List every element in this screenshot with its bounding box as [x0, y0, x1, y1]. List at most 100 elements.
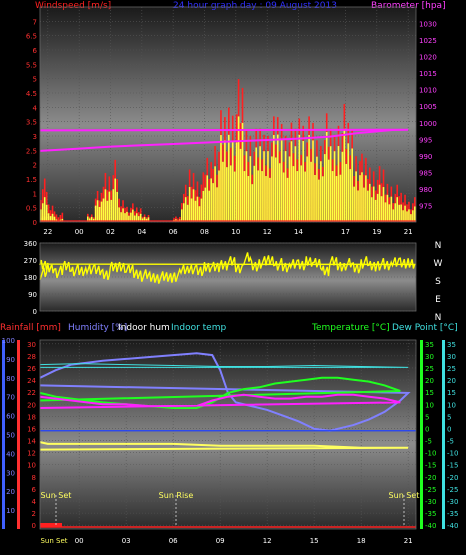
- gust-bar: [45, 204, 48, 222]
- gust-bar: [184, 197, 187, 222]
- gust-bar: [347, 143, 350, 222]
- temp-y-tick: 35: [425, 341, 434, 349]
- panel3-indoor-hum-label: Indoor hum: [118, 323, 170, 333]
- gust-bar: [312, 140, 314, 222]
- gust-bar: [40, 217, 42, 222]
- gust-bar: [241, 122, 244, 222]
- gust-bar: [323, 154, 326, 222]
- gust-bar: [339, 174, 342, 222]
- panel1-ylabel: Windspeed [m/s]: [35, 1, 111, 11]
- gust-bar: [239, 148, 242, 222]
- wind-direction-line: [39, 252, 416, 284]
- gust-bar: [308, 135, 310, 222]
- gust-bar: [188, 187, 191, 222]
- gust-bar: [278, 163, 281, 222]
- panel1-y2-tick: 990: [419, 153, 432, 161]
- panel1-y2-tick: 1015: [419, 70, 437, 78]
- gust-bar: [104, 189, 107, 222]
- gust-bar: [410, 214, 412, 222]
- panel1-y2-tick: 985: [419, 169, 432, 177]
- panel1-y-tick: 5: [33, 76, 37, 84]
- gust-bar: [210, 178, 212, 222]
- gust-bar: [355, 171, 357, 222]
- rain-y-tick: 2: [32, 510, 36, 518]
- panel1-y2-tick: 975: [419, 202, 432, 210]
- gust-bar: [394, 203, 397, 222]
- rain-y-tick: 22: [27, 389, 36, 397]
- panel2-y-tick: 360: [24, 240, 37, 248]
- panel1-x-tick: 10: [231, 228, 240, 236]
- dew-y-tick: 35: [447, 341, 456, 349]
- gust-bar: [400, 204, 402, 222]
- panel3-x-tick: 00: [75, 537, 84, 545]
- temp-y-tick: 10: [425, 401, 434, 409]
- gust-bar: [147, 217, 150, 222]
- gust-bar: [369, 183, 371, 222]
- dew-y-tick: 25: [447, 365, 456, 373]
- gust-bar: [134, 215, 136, 222]
- gust-bar: [247, 176, 250, 222]
- gust-bar: [304, 171, 306, 222]
- gust-bar: [214, 166, 216, 222]
- gust-bar: [396, 197, 399, 222]
- gust-bar: [96, 200, 99, 222]
- gust-bar: [280, 140, 283, 222]
- panel1-x-tick: 19: [372, 228, 381, 236]
- gust-bar: [137, 216, 140, 222]
- gust-bar: [388, 204, 391, 222]
- gust-bar: [88, 218, 91, 222]
- gust-bar: [40, 209, 42, 222]
- gust-bar: [390, 196, 393, 222]
- gust-bar: [359, 175, 361, 222]
- dew-y-tick: 20: [447, 377, 456, 385]
- dew-y-tick: -5: [447, 438, 454, 446]
- gust-bar: [310, 161, 312, 222]
- gust-bar: [253, 165, 256, 222]
- panel1-y2-tick: 1010: [419, 87, 437, 95]
- panel1-y-tick: 2: [33, 162, 37, 170]
- humidity-axis-bar: [2, 340, 5, 529]
- gust-bar: [233, 171, 236, 222]
- temp-axis-bar: [420, 340, 423, 529]
- humidity-y-tick: 70: [6, 394, 15, 402]
- gust-bar: [384, 202, 387, 222]
- gust-bar: [361, 172, 363, 222]
- rain-axis-bar: [17, 340, 20, 529]
- dew-y-tick: -10: [447, 450, 458, 458]
- gust-bar: [351, 148, 353, 222]
- gust-bar: [257, 170, 259, 222]
- gust-bar: [343, 128, 346, 222]
- humidity-y-tick: 10: [6, 507, 15, 515]
- panel1-x-tick: 08: [200, 228, 209, 236]
- gust-bar: [298, 134, 301, 222]
- humidity-y-tick: 60: [6, 413, 15, 421]
- dew-y-tick: 5: [447, 413, 451, 421]
- gust-bar: [43, 197, 46, 222]
- rain-y-tick: 18: [27, 413, 36, 421]
- gust-bar: [90, 216, 93, 222]
- gust-bar: [87, 216, 89, 222]
- gust-bar: [224, 140, 226, 222]
- gust-bar: [263, 151, 265, 222]
- gust-bar: [126, 211, 128, 222]
- gust-bar: [349, 169, 352, 222]
- gust-bar: [402, 210, 404, 222]
- sun-event-label: Sun Set: [41, 491, 72, 500]
- gust-bar: [128, 215, 130, 222]
- gust-bar: [243, 171, 246, 222]
- humidity-y-tick: 90: [6, 356, 15, 364]
- panel1-y-tick: 6: [33, 47, 38, 55]
- gust-bar: [255, 147, 258, 222]
- sun-event-label: Sun Rise: [159, 491, 194, 500]
- gust-bar: [414, 206, 416, 222]
- temp-y-tick: -15: [425, 462, 436, 470]
- dew-y-tick: -15: [447, 462, 458, 470]
- chart-title: 24 hour graph day : 09 August 2013: [173, 1, 337, 11]
- gust-bar: [206, 175, 209, 222]
- gust-bar: [267, 151, 269, 222]
- gust-bar: [269, 177, 271, 222]
- panel1-y-tick: 4: [33, 104, 38, 112]
- panel1-y2-tick: 1000: [419, 120, 437, 128]
